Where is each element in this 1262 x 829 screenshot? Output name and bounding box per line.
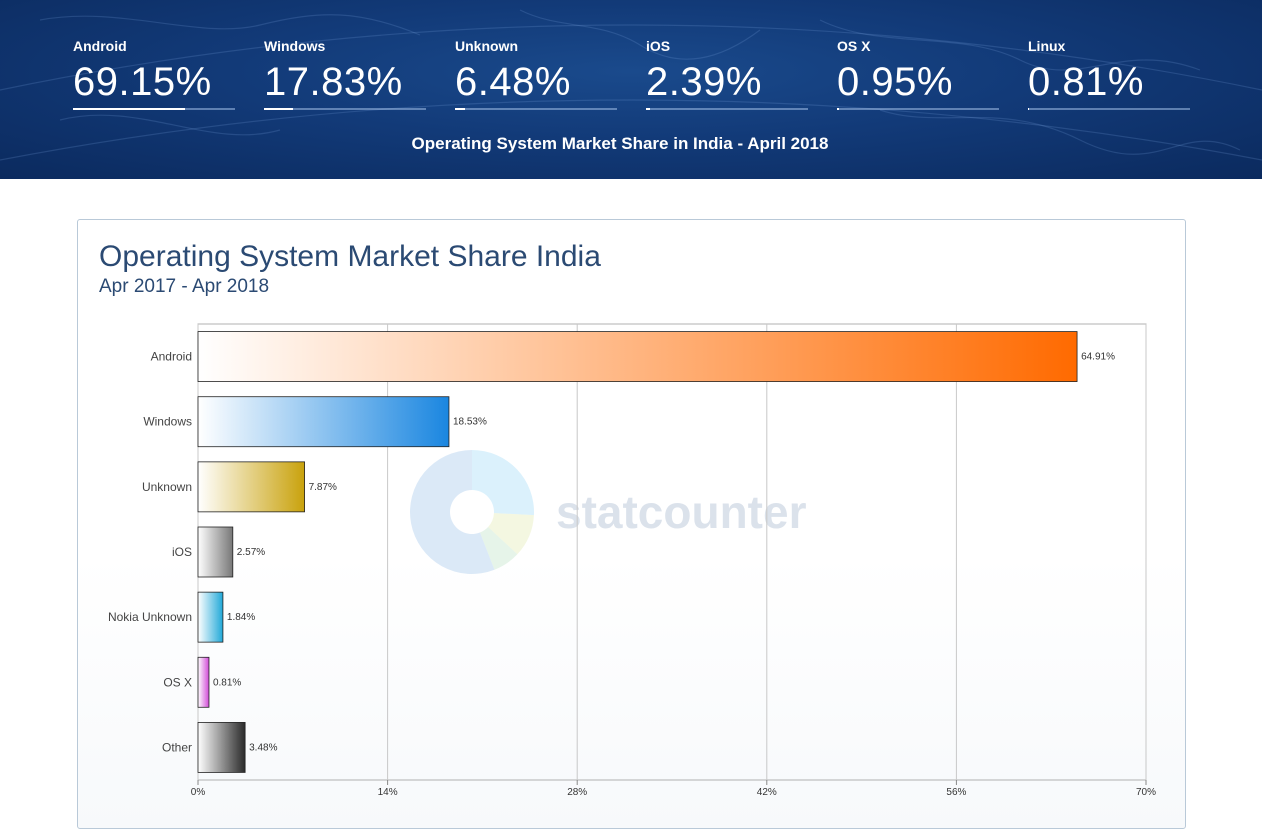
category-label: OS X [163,675,192,689]
stat-windows: Windows 17.83% [264,38,426,110]
bar-other [197,722,246,773]
stat-name: Linux [1028,38,1066,54]
plot-area-frame [197,323,1147,781]
stat-value: 2.39% [646,60,762,104]
world-map-background [0,9,1262,161]
bar-nokia-unknown [197,591,224,643]
x-tick-label: 14% [378,787,398,798]
stat-value: 0.81% [1028,60,1144,104]
category-label: Nokia Unknown [108,610,192,624]
watermark-slice [479,526,518,570]
statcounter-watermark: statcounter [409,450,807,574]
bar-windows [197,396,450,448]
x-tick-label: 42% [757,787,777,798]
category-label: Other [162,740,192,754]
data-label: 64.91% [1081,352,1115,363]
stat-os-x: OS X 0.95% [837,38,999,110]
stat-linux: Linux 0.81% [1028,38,1190,110]
bar-ios [197,526,234,578]
bar-unknown [197,461,305,513]
watermark-slice [472,450,534,516]
stat-ios: iOS 2.39% [646,38,808,110]
stat-name: Windows [264,38,326,54]
banner-caption: Operating System Market Share in India -… [411,134,829,153]
stat-share-bar [455,108,466,110]
stat-name: Unknown [455,38,518,54]
data-label: 3.48% [249,742,277,753]
chart-card: Operating System Market Share India Apr … [77,219,1186,829]
chart-subtitle: Apr 2017 - Apr 2018 [99,276,270,297]
data-label: 18.53% [453,417,487,428]
stat-value: 69.15% [73,60,212,104]
data-label: 2.57% [237,547,265,558]
category-label: iOS [172,545,192,559]
bar-android [197,331,1078,382]
bar-os-x [197,656,210,708]
x-tick-label: 28% [567,787,587,798]
header-banner: Android 69.15% Windows 17.83% Unknown 6.48% iO… [0,0,1262,179]
stat-share-bar [837,108,839,110]
stat-share-bar [646,108,650,110]
category-label: Windows [143,415,192,429]
x-tick-label: 70% [1136,787,1156,798]
data-label: 7.87% [309,482,337,493]
data-label: 0.81% [213,677,241,688]
stat-value: 6.48% [455,60,571,104]
stat-android: Android 69.15% [73,38,235,110]
stat-value: 0.95% [837,60,953,104]
watermark-text: statcounter [556,486,807,538]
stat-share-bar [1028,108,1030,110]
category-label: Android [151,350,192,364]
stat-name: OS X [837,38,871,54]
x-tick-label: 56% [946,787,966,798]
stat-name: Android [73,38,127,54]
stat-unknown: Unknown 6.48% [455,38,617,110]
watermark-slice [488,513,534,555]
category-label: Unknown [142,480,192,494]
watermark-slice [409,450,495,574]
stat-share-bar [73,108,186,110]
x-tick-label: 0% [191,787,206,798]
stat-share-bar [264,108,293,110]
data-label: 1.84% [227,612,255,623]
chart-title: Operating System Market Share India [99,240,601,273]
stat-value: 17.83% [264,60,403,104]
stat-name: iOS [646,38,671,54]
